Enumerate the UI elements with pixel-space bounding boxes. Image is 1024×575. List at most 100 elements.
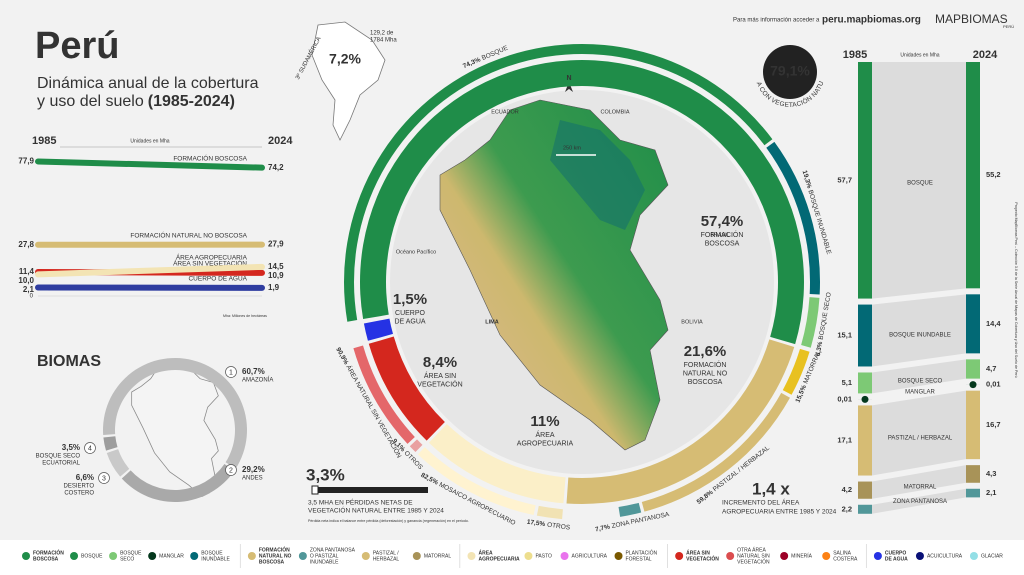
legend-label: INUNDABLE (201, 556, 230, 562)
biome-badge (98, 472, 110, 484)
subclass-name: OTROS (547, 521, 572, 531)
end-value: 10,9 (268, 271, 284, 280)
legend-swatch (560, 552, 569, 560)
class-name: NATURAL NO (683, 370, 728, 377)
map-label: LIMA (485, 319, 498, 325)
biome-name: DESIERTO (64, 484, 95, 490)
end-value: 27,9 (268, 240, 284, 249)
map-label: BOLIVIA (681, 319, 703, 325)
end-bar (966, 465, 980, 483)
flow-band (872, 62, 966, 299)
trend-line (35, 263, 265, 278)
legend-label: SECO (120, 556, 134, 562)
legend-swatch (298, 552, 307, 560)
class-name: CUERPO (395, 310, 426, 317)
class-arc (368, 336, 445, 441)
class-arc (363, 318, 394, 341)
legend-swatch (70, 552, 79, 560)
legend-swatch (524, 552, 533, 560)
legend-label: PASTO (535, 553, 552, 559)
vegetation-value: 79,1% (770, 63, 810, 79)
series-name: FORMACIÓN NATURAL NO BOSCOSA (130, 230, 247, 239)
subclass-arc (409, 439, 423, 453)
subclass-value: 7,7% (595, 523, 611, 533)
biome-number: 2 (229, 467, 233, 474)
end-value: 1,9 (268, 283, 280, 292)
biome-name: COSTERO (64, 491, 94, 497)
start-bar (858, 405, 872, 476)
map-label: N (566, 75, 571, 82)
class-name: BOSCOSA (705, 240, 740, 247)
end-value: 4,3 (986, 469, 996, 478)
biome-value: 60,7% (242, 367, 265, 376)
legend-swatch (915, 552, 924, 560)
legend-label: HERBAZAL (373, 556, 400, 562)
subclass-value: 15,5% (794, 384, 808, 404)
class-name: FORMACIÓN (701, 230, 744, 239)
subclass-arc (641, 392, 790, 512)
class-value: 8,4% (423, 354, 457, 371)
class-value: 21,6% (684, 343, 727, 360)
legend-label: VEGETACIÓN (686, 554, 719, 562)
row-name: MATORRAL (904, 485, 937, 491)
unit: Unidades en Mha (900, 52, 939, 58)
subtitle-part: y uso del suelo (37, 93, 144, 110)
end-bar (966, 488, 980, 498)
start-bar (858, 372, 872, 394)
class-value: 57,4% (701, 213, 744, 230)
legend-swatch (675, 552, 684, 560)
legend-label: NATURAL NO (259, 553, 292, 559)
start-dot (861, 395, 869, 403)
biome-name: ANDES (242, 476, 263, 482)
end-year: 2024 (973, 49, 998, 61)
subclass-value: 82,5% (420, 472, 440, 487)
biome-value: 3,5% (62, 443, 80, 452)
subclass-label: 17,5%OTROS (526, 518, 571, 531)
loss-percent: 3,3% (306, 465, 345, 484)
legend-label: GLACIAR (981, 553, 1003, 559)
subclass-value: 59,8% (696, 489, 715, 506)
map-label: ECUADOR (491, 109, 519, 115)
logo: MAPBIOMAS (935, 12, 1008, 26)
class-arc (428, 423, 566, 504)
end-bar (966, 294, 980, 354)
legend-label: MANGLAR (159, 553, 184, 559)
biome-name: AMAZONÍA (242, 377, 273, 384)
end-value: 0,01 (986, 380, 1001, 389)
legend-label: NATURAL SIN (737, 553, 770, 559)
start-year: 1985 (843, 49, 867, 61)
title: Perú (35, 25, 119, 67)
legend-label: ACUICULTURA (927, 553, 963, 559)
agro-text: AGROPECUARIA ENTRE 1985 Y 2024 (722, 509, 837, 516)
logo-sub: PERÚ (1003, 24, 1014, 29)
biome-number: 4 (88, 445, 92, 452)
north-arrow (565, 82, 573, 92)
legend-label: BOSQUE (120, 550, 142, 556)
legend-label: AGROPECUARIA (478, 556, 520, 562)
series-name: ÁREA AGROPECUARIA (176, 253, 248, 262)
legend-label: ÁREA SIN (686, 549, 710, 556)
legend-swatch (148, 552, 157, 560)
legend-label: ZONA PANTANOSA (310, 547, 356, 553)
biome-badge (225, 464, 237, 476)
start-value: 4,2 (842, 485, 852, 494)
subclass-value: 6,3% (815, 341, 824, 357)
flow-band (872, 488, 966, 514)
biomes-title: BIOMAS (37, 353, 101, 370)
end-value: 2,1 (986, 488, 996, 497)
biome-arc (121, 464, 235, 502)
subclass-arc (766, 141, 820, 295)
legend-swatch (412, 552, 421, 560)
biome-number: 1 (229, 369, 233, 376)
legend-band (0, 540, 1024, 575)
flow-band (872, 390, 966, 476)
legend-label: BOSQUE (81, 553, 103, 559)
map-label: 250 km (563, 145, 581, 151)
legend-swatch (247, 552, 256, 560)
legend-label: O PASTIZAL (310, 553, 339, 559)
end-bar (966, 62, 980, 289)
row-name: MANGLAR (905, 390, 935, 396)
row-name: BOSQUE (907, 180, 933, 186)
start-value: 2,2 (842, 504, 852, 513)
biomes-map (131, 363, 219, 497)
